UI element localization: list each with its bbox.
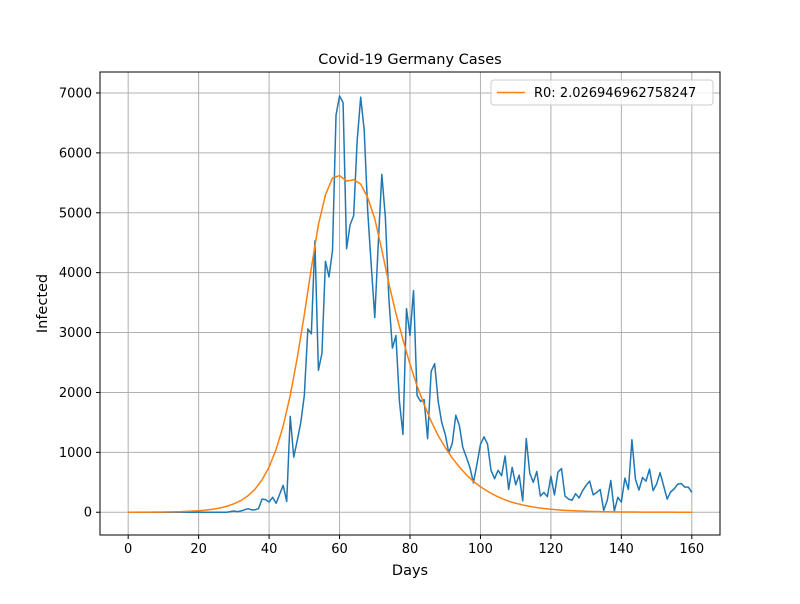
legend: R0: 2.026946962758247	[490, 79, 714, 106]
grid	[100, 72, 720, 535]
x-tick-label: 140	[609, 542, 634, 557]
legend-label-fit: R0: 2.026946962758247	[534, 86, 696, 101]
x-tick-label: 100	[468, 542, 493, 557]
x-tick-label: 0	[124, 542, 132, 557]
x-tick-label: 40	[261, 542, 278, 557]
y-tick-label: 5000	[59, 206, 92, 221]
y-tick-label: 2000	[59, 386, 92, 401]
x-tick-label: 60	[331, 542, 348, 557]
chart-title: Covid-19 Germany Cases	[318, 52, 501, 68]
x-tick-label: 80	[402, 542, 419, 557]
x-tick-label: 20	[190, 542, 207, 557]
y-tick-label: 4000	[59, 266, 92, 281]
series-line-fit	[128, 174, 692, 513]
y-axis-label: Infected	[35, 274, 51, 333]
y-tick-label: 6000	[59, 146, 92, 161]
y-tick-label: 1000	[59, 446, 92, 461]
y-tick-label: 0	[84, 506, 92, 521]
y-tick-label: 7000	[59, 86, 92, 101]
series-layer	[128, 95, 693, 513]
ticks: 0 20 40 60 80 100 120 140 160 0 1000 2000 3000 4000 50…	[59, 86, 704, 557]
y-tick-label: 3000	[59, 326, 92, 341]
x-tick-label: 160	[679, 542, 704, 557]
x-axis-label: Days	[392, 563, 428, 579]
legend-box	[490, 79, 714, 106]
x-tick-label: 120	[538, 542, 563, 557]
